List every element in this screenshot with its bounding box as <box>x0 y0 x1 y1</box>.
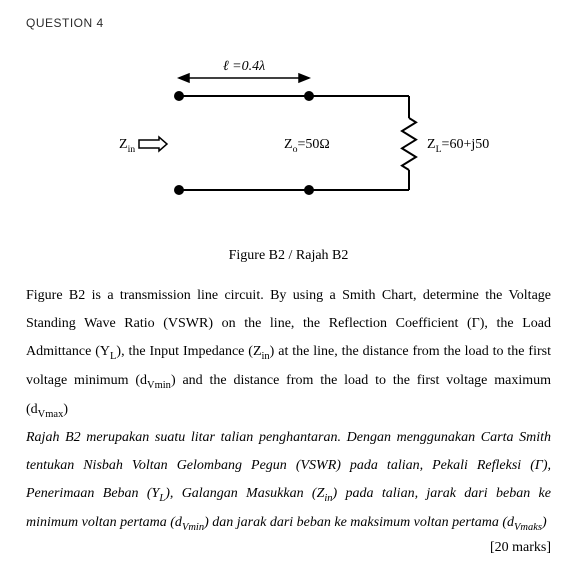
marks-label: [20 marks] <box>26 540 551 556</box>
circuit-diagram: ℓ =0.4λ Zin Zo=50Ω ZL=60+j50Ω <box>89 48 489 238</box>
subscript: in <box>262 351 270 362</box>
figure-container: ℓ =0.4λ Zin Zo=50Ω ZL=60+j50Ω <box>26 48 551 238</box>
para-en-5: ) <box>63 402 68 417</box>
para-ms-4: ) dan jarak dari beban ke maksimum volta… <box>204 515 514 530</box>
svg-text:ZL=60+j50Ω: ZL=60+j50Ω <box>427 137 489 155</box>
subscript: Vmaks <box>514 522 542 533</box>
subscript: in <box>324 493 332 504</box>
page: QUESTION 4 ℓ =0.4λ Zin Zo=50Ω ZL=60+j50Ω Fi… <box>0 0 577 588</box>
subscript: Vmax <box>38 408 64 419</box>
subscript: Vmin <box>182 522 204 533</box>
para-ms-5: ) <box>542 515 547 530</box>
para-ms-2: ), Galangan Masukkan (Z <box>165 486 324 501</box>
para-en-2: ), the Input Impedance (Z <box>116 344 261 359</box>
question-heading: QUESTION 4 <box>26 16 551 30</box>
svg-text:Zo=50Ω: Zo=50Ω <box>284 137 330 155</box>
question-body: Figure B2 is a transmission line circuit… <box>26 282 551 538</box>
subscript: Vmin <box>147 380 171 391</box>
svg-text:ℓ =0.4λ: ℓ =0.4λ <box>222 59 264 74</box>
figure-caption: Figure B2 / Rajah B2 <box>26 248 551 264</box>
svg-text:Zin: Zin <box>119 137 135 155</box>
